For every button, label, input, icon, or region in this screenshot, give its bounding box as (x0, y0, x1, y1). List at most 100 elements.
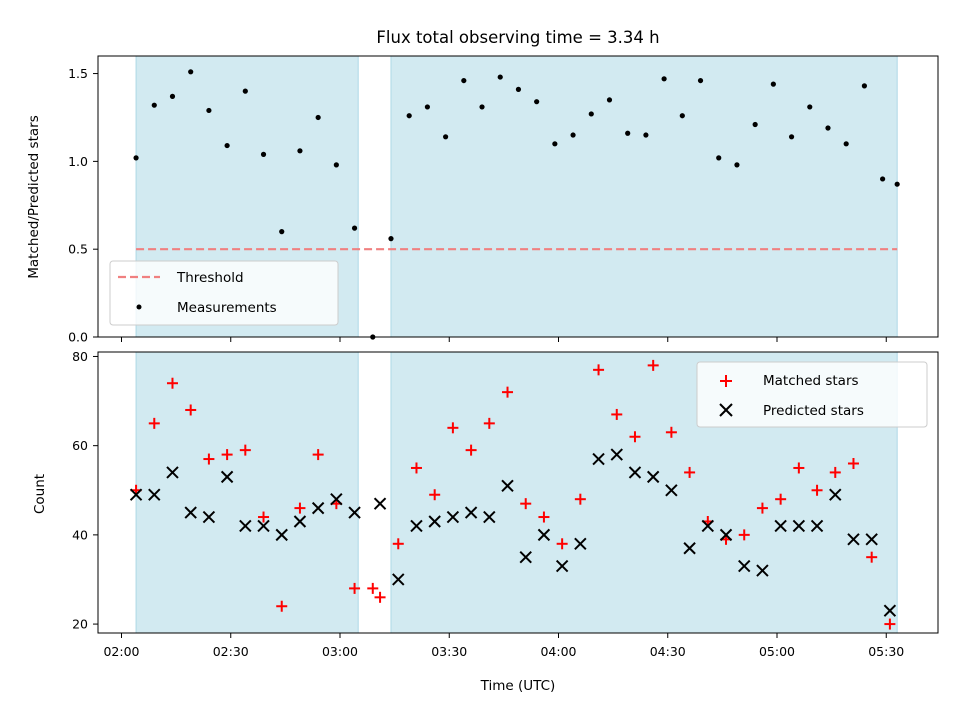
predicted-star-point (646, 470, 660, 484)
predicted-star-point (464, 506, 478, 519)
count-panel-x-ticks: 02:00 02:30 03:00 03:30 04:00 04:30 05:00 05:30 (103, 633, 904, 659)
measurements-legend-label: Measurements (177, 300, 277, 316)
measurement-point (406, 113, 412, 119)
count-panel-frame (97, 351, 939, 634)
matched-star-point (538, 511, 550, 523)
matched-star-point (294, 502, 306, 514)
predicted-star-point (810, 519, 824, 533)
measurement-point (315, 114, 321, 121)
matched-star-point (410, 462, 422, 474)
matched-star-point (611, 408, 623, 420)
count-panel-legend: Matched stars Predicted stars (696, 361, 928, 428)
x-tick-label: 05:00 (759, 644, 795, 659)
predicted-star-point (392, 573, 405, 586)
predicted-star-point (555, 559, 569, 573)
x-tick-label: 02:30 (213, 644, 249, 659)
y-tick-label: 1.5 (68, 66, 88, 81)
measurements-legend-swatch (136, 304, 142, 310)
measurement-point (679, 113, 685, 119)
predicted-star-point (628, 466, 642, 479)
measurement-point (515, 86, 522, 92)
predicted-star-point (519, 550, 532, 564)
measurement-point (351, 225, 358, 231)
measurement-point (333, 162, 339, 168)
predicted-star-point (330, 492, 343, 506)
measurements-points (133, 69, 900, 340)
count-legend-box (696, 361, 928, 428)
measurement-point (424, 104, 430, 110)
predicted-star-point (129, 488, 143, 501)
measurement-point (625, 130, 631, 136)
measurement-point (461, 77, 467, 84)
measurement-point (807, 104, 813, 110)
predicted-star-point (610, 448, 623, 461)
predicted-star-point (574, 537, 587, 551)
ratio-panel-y-label: Matched/Predicted stars (26, 115, 42, 278)
predicted-star-point (701, 519, 715, 533)
measurement-point (297, 148, 303, 154)
x-tick-label: 03:30 (431, 644, 467, 659)
predicted-star-point (738, 559, 751, 573)
count-panel-y-ticks: 20 40 60 80 (72, 349, 98, 632)
predicted-star-point (202, 510, 216, 524)
x-tick-label: 02:00 (103, 644, 139, 659)
predicted-star-point (719, 528, 733, 542)
ratio-legend-box (109, 260, 339, 326)
predicted-star-point (373, 497, 387, 510)
matched-star-point (684, 466, 696, 478)
predicted-star-point (148, 488, 161, 501)
predicted-star-point (220, 470, 234, 484)
matched-star-point (738, 529, 750, 541)
matched-star-point (520, 498, 532, 510)
matched-star-point (166, 377, 178, 389)
measurement-point (206, 107, 212, 114)
x-tick-label: 03:00 (322, 644, 358, 659)
y-tick-label: 0.0 (68, 330, 88, 345)
predicted-star-point (428, 515, 441, 528)
matched-star-point (483, 417, 495, 429)
x-axis-label: Time (UTC) (480, 678, 556, 694)
measurement-point (497, 74, 503, 80)
matched-star-point (811, 484, 823, 496)
chart-title: Flux total observing time = 3.34 h (376, 28, 659, 47)
measurement-point (279, 229, 285, 235)
measurement-point (552, 141, 558, 147)
ratio-panel-y-ticks: 0.0 0.5 1.0 1.5 (68, 66, 98, 345)
y-tick-label: 1.0 (68, 154, 88, 169)
predicted-star-point (275, 528, 288, 542)
matched-star-point (367, 582, 379, 594)
matched-star-point (502, 386, 514, 398)
measurement-point (894, 181, 900, 187)
measurement-point (570, 132, 576, 138)
threshold-legend-label: Threshold (176, 270, 244, 286)
measurement-point (133, 155, 139, 161)
matched-star-point (556, 538, 568, 550)
matched-star-point (392, 538, 404, 550)
y-tick-label: 40 (72, 527, 88, 542)
shaded-interval-2 (390, 55, 898, 338)
ratio-panel-shaded-intervals (135, 55, 898, 338)
measurement-point (479, 104, 485, 110)
matched-star-point (276, 600, 288, 612)
predicted-star-point (592, 452, 605, 466)
measurement-point (242, 88, 248, 94)
predicted-legend-label: Predicted stars (763, 403, 864, 419)
matched-star-point (647, 359, 659, 371)
matched-legend-swatch (720, 375, 732, 387)
matched-star-point (884, 618, 896, 630)
measurement-point (697, 77, 704, 84)
measurement-point (825, 125, 831, 131)
predicted-star-point (446, 510, 460, 524)
predicted-star-point (665, 484, 678, 497)
matched-star-point (312, 449, 324, 461)
measurement-point (534, 99, 540, 105)
matched-star-point (866, 551, 878, 563)
predicted-star-point (410, 519, 423, 533)
x-tick-label: 05:30 (868, 644, 904, 659)
measurement-point (151, 102, 157, 108)
measurement-point (788, 134, 795, 140)
predicted-star-point (537, 528, 551, 542)
ratio-panel: 0.0 0.5 1.0 1.5 Matched/Predicted stars Thr… (26, 55, 939, 345)
shaded-interval-1 (135, 351, 359, 634)
